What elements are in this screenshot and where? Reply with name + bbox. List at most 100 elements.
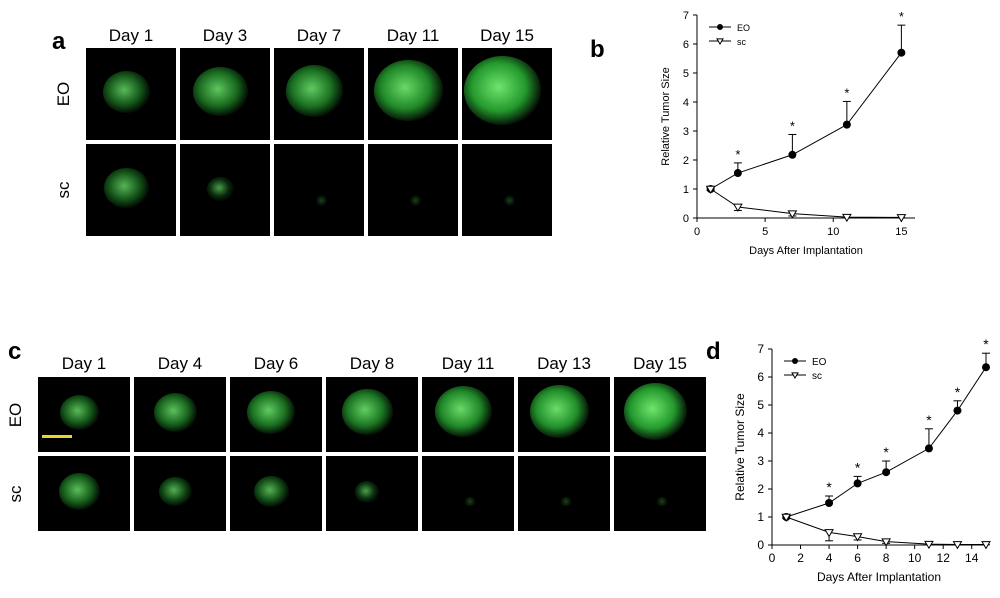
panel-a-row-label: EO xyxy=(54,81,73,107)
fluorescent-tumor xyxy=(254,476,289,508)
significance-star: * xyxy=(883,444,889,460)
panel-c-image-sc xyxy=(38,456,130,531)
legend-marker-eo xyxy=(717,24,723,30)
y-tick-label: 6 xyxy=(757,370,764,384)
legend-label: sc xyxy=(737,37,747,47)
panel-a-day-label: Day 3 xyxy=(202,26,248,45)
fluorescent-tumor xyxy=(58,472,101,510)
x-axis-label: Days After Implantation xyxy=(817,570,941,584)
fluorescent-tumor xyxy=(159,477,192,507)
fluorescent-speckle xyxy=(314,194,328,206)
data-point-eo xyxy=(825,499,834,507)
fluorescent-speckle xyxy=(502,194,516,206)
chart-b: 0 1 2 3 4 5 6 7 0 5 10 15 Days After Implantation Rel… xyxy=(660,9,915,257)
fluorescent-tumor xyxy=(103,70,150,113)
panel-c-image-eo xyxy=(326,377,418,452)
legend-marker-sc xyxy=(791,372,799,379)
data-point-sc xyxy=(852,533,863,542)
y-tick-label: 7 xyxy=(757,342,764,356)
x-tick-label: 14 xyxy=(965,551,979,565)
data-point-sc xyxy=(924,540,934,550)
panel-c-image-sc xyxy=(230,456,322,531)
x-tick-label: 10 xyxy=(827,226,839,238)
data-point-eo xyxy=(982,363,990,372)
panel-a-image-eo xyxy=(180,48,270,140)
fluorescent-tumor xyxy=(464,55,541,125)
fluorescent-tumor xyxy=(374,59,443,122)
y-tick-label: 4 xyxy=(757,426,764,440)
significance-star: * xyxy=(790,118,795,133)
panel-a-image-sc xyxy=(462,144,552,236)
panel-c-image-sc xyxy=(422,456,514,531)
significance-star: * xyxy=(899,9,904,24)
fluorescent-speckle xyxy=(559,497,574,507)
panel-a-image-eo xyxy=(274,48,364,140)
fluorescent-tumor xyxy=(193,66,248,116)
panel-c-row-label: EO xyxy=(6,402,25,427)
x-tick-label: 0 xyxy=(769,551,776,565)
fluorescent-speckle xyxy=(408,194,422,206)
x-tick-label: 15 xyxy=(895,226,907,238)
panel-c-image-eo xyxy=(38,377,130,452)
fluorescent-tumor xyxy=(342,389,393,435)
panel-c-image-eo xyxy=(422,377,514,452)
data-point-eo xyxy=(953,406,962,415)
panel-a-image-sc xyxy=(180,144,270,236)
fluorescent-tumor xyxy=(153,392,198,432)
legend-marker-sc xyxy=(716,38,724,45)
significance-star: * xyxy=(926,412,932,428)
legend-label: EO xyxy=(812,357,827,368)
panel-letter-c: c xyxy=(8,338,22,365)
panel-c-day-label: Day 8 xyxy=(349,354,395,373)
y-tick-label: 1 xyxy=(683,184,689,196)
panel-c-day-label: Day 13 xyxy=(537,354,591,373)
panel-a-image-eo xyxy=(86,48,176,140)
panel-c-day-label: Day 6 xyxy=(253,354,299,373)
fluorescent-tumor xyxy=(285,65,344,118)
series-line-sc xyxy=(710,188,902,218)
y-axis-label: Relative Tumor Size xyxy=(733,393,747,501)
panel-c-day-label: Day 4 xyxy=(157,354,203,373)
x-tick-label: 4 xyxy=(826,551,833,565)
data-point-sc xyxy=(824,529,834,538)
data-point-eo xyxy=(853,479,862,488)
data-point-sc xyxy=(842,213,852,223)
y-tick-label: 1 xyxy=(757,510,764,524)
significance-star: * xyxy=(955,384,961,400)
panel-c-day-label: Day 1 xyxy=(61,354,107,373)
panel-c-image-sc xyxy=(134,456,226,531)
panel-c-image-sc xyxy=(614,456,706,531)
panel-letter-d: d xyxy=(706,338,721,365)
y-tick-label: 5 xyxy=(683,68,689,80)
data-point-sc xyxy=(733,203,743,212)
panel-c-image-eo xyxy=(518,377,610,452)
significance-star: * xyxy=(983,336,989,352)
fluorescent-speckle xyxy=(463,497,478,507)
panel-c-image-sc xyxy=(326,456,418,531)
panel-a-row-label: sc xyxy=(54,181,73,199)
fluorescent-tumor xyxy=(104,167,149,208)
data-point-sc xyxy=(787,210,798,219)
fluorescent-tumor xyxy=(623,382,688,440)
panel-a-day-label: Day 15 xyxy=(480,26,534,45)
data-point-eo xyxy=(924,444,933,453)
panel-c-day-label: Day 11 xyxy=(441,354,495,373)
significance-star: * xyxy=(735,147,740,162)
data-point-eo xyxy=(733,169,742,178)
panel-a-image-eo xyxy=(368,48,458,140)
x-tick-label: 6 xyxy=(854,551,861,565)
fluorescent-speckle xyxy=(655,497,670,507)
data-point-sc xyxy=(781,513,792,522)
data-point-eo xyxy=(882,468,891,477)
data-point-sc xyxy=(952,541,963,550)
data-point-sc xyxy=(881,538,892,547)
data-point-sc xyxy=(896,214,907,223)
y-tick-label: 5 xyxy=(757,398,764,412)
data-point-eo xyxy=(897,48,906,57)
panel-c-image-sc xyxy=(518,456,610,531)
y-tick-label: 3 xyxy=(683,126,689,138)
panel-c-row-label: sc xyxy=(6,485,25,502)
panel-a-image-sc xyxy=(86,144,176,236)
x-tick-label: 12 xyxy=(937,551,951,565)
fluorescent-tumor xyxy=(207,176,234,201)
